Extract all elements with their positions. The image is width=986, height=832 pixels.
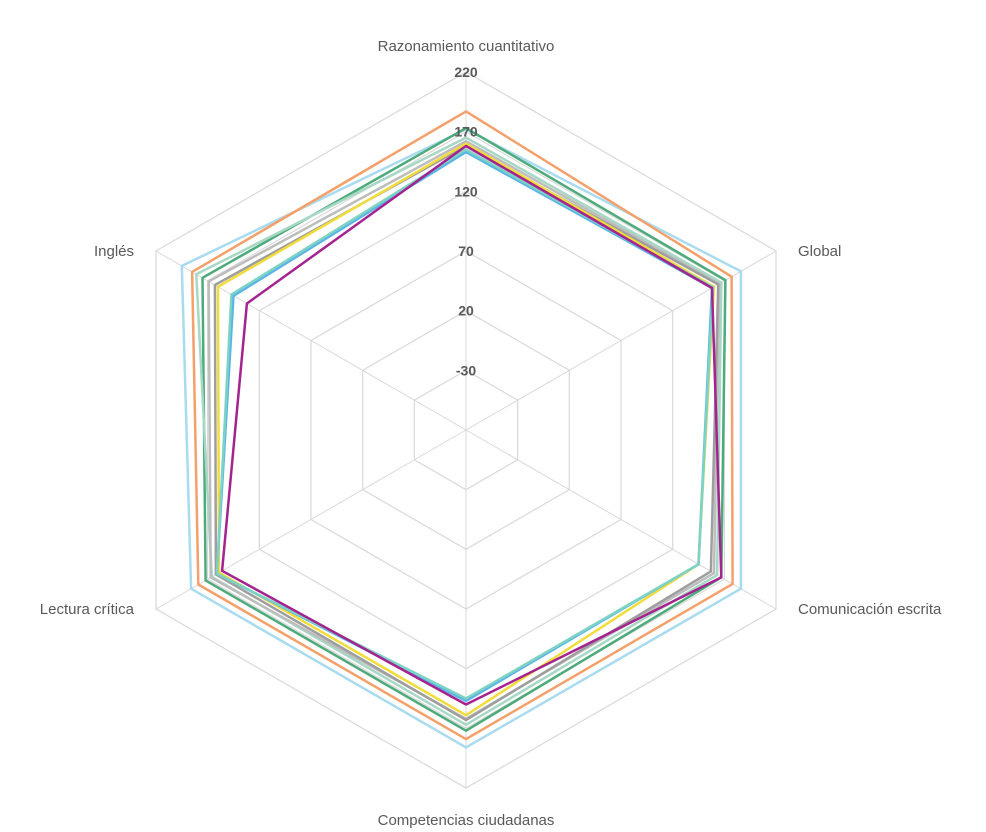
series-line xyxy=(201,126,727,732)
axis-spoke xyxy=(465,429,777,610)
tick-label: 120 xyxy=(454,183,478,199)
tick-label: 20 xyxy=(458,303,474,319)
tick-layer: -30 20 70 120 170 220 xyxy=(454,64,478,378)
tick-label: 70 xyxy=(458,243,474,259)
axis-spoke xyxy=(155,429,467,610)
series-line xyxy=(195,136,723,727)
tick-label: -30 xyxy=(456,362,476,378)
series-line xyxy=(180,128,743,749)
axis-label: Lectura crítica xyxy=(40,601,135,618)
axis-label: Inglés xyxy=(94,243,134,260)
axis-label: Competencias ciudadanas xyxy=(378,812,555,829)
axis-label: Razonamiento cuantitativo xyxy=(378,38,555,55)
axis-label: Global xyxy=(798,243,841,260)
axis-label: Comunicación escrita xyxy=(798,601,942,618)
series-line xyxy=(190,110,734,741)
series-layer xyxy=(180,110,743,749)
tick-label: 220 xyxy=(454,64,478,80)
grid-layer xyxy=(155,71,777,789)
series-line xyxy=(213,144,720,722)
tick-label: 170 xyxy=(454,124,478,140)
axis-label-layer: Razonamiento cuantitativo Global Comunic… xyxy=(40,38,942,829)
series-line xyxy=(220,144,723,706)
